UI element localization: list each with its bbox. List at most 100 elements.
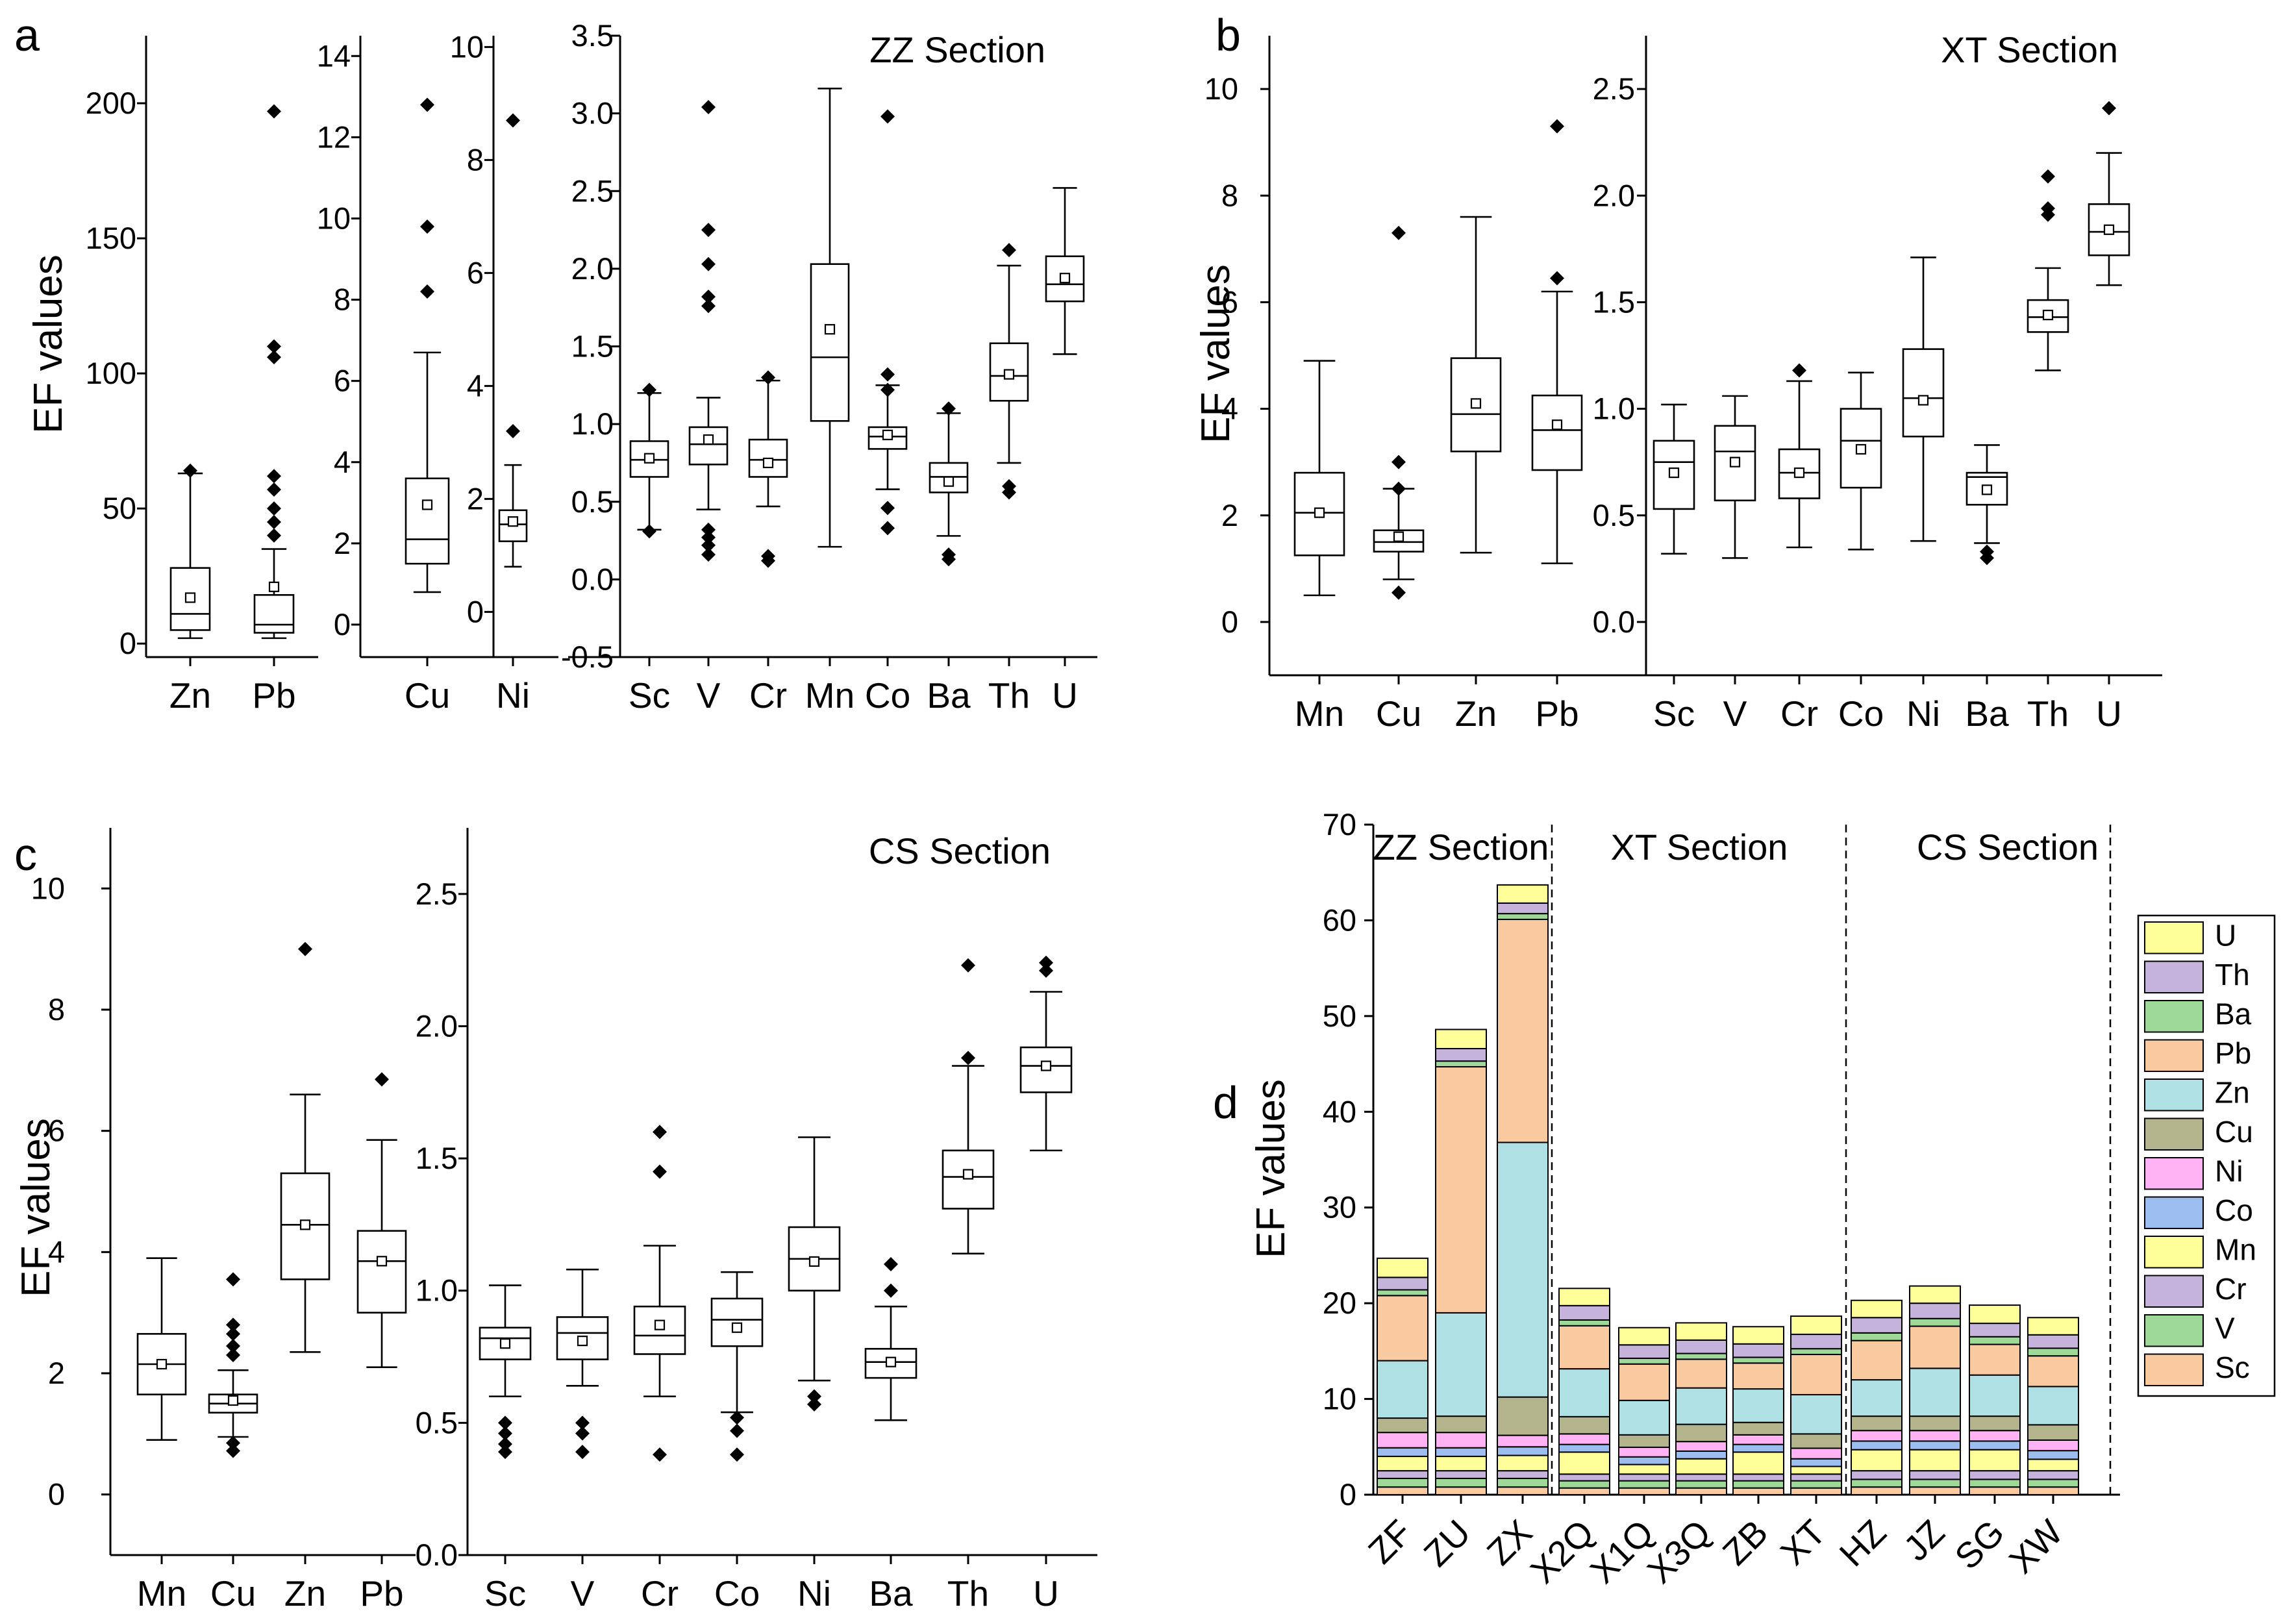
d-bar-segment-zb-v xyxy=(1732,1480,1784,1489)
d-bar-segment-zx-cr xyxy=(1497,1470,1549,1479)
b2-mean-marker xyxy=(1668,467,1680,479)
d-bar-segment-x2q-u xyxy=(1558,1288,1610,1306)
d-bar-segment-sg-cr xyxy=(1969,1470,2021,1480)
c2-outlier-point xyxy=(498,1436,512,1451)
b1-x-label-zn: Zn xyxy=(1455,693,1497,734)
d-bar-segment-x1q-cr xyxy=(1618,1473,1670,1482)
panel-a-section-title: ZZ Section xyxy=(869,29,1045,70)
a1-outlier-point xyxy=(267,339,281,354)
d-legend-label-mn: Mn xyxy=(2215,1233,2256,1267)
a2-y-tick-label: 10 xyxy=(317,201,351,235)
d-bar-segment-xw-cu xyxy=(2027,1424,2079,1441)
d-bar-segment-hz-u xyxy=(1851,1299,1903,1319)
d-legend-label-zn: Zn xyxy=(2215,1076,2250,1110)
c2-x-label-ni: Ni xyxy=(797,1573,831,1614)
d-bar-segment-hz-ni xyxy=(1851,1430,1903,1442)
b1-mean-marker xyxy=(1551,419,1563,430)
d-legend-swatch-zn xyxy=(2144,1078,2204,1112)
a3-y-tick-label: 4 xyxy=(467,368,484,403)
d-bar-segment-hz-zn xyxy=(1851,1379,1903,1417)
c2-box-v xyxy=(556,1316,609,1360)
b2-x-label-cr: Cr xyxy=(1780,693,1818,734)
c1-y-tick-label: 10 xyxy=(31,871,65,905)
a2-y-tick-label: 6 xyxy=(334,364,351,398)
a4-outlier-point xyxy=(1002,243,1016,258)
d-bar-segment-x3q-ba xyxy=(1675,1352,1727,1360)
d-legend-swatch-co xyxy=(2144,1196,2204,1229)
d-bar-segment-zx-ba xyxy=(1497,913,1549,920)
b1-outlier-point xyxy=(1391,481,1406,496)
c2-mean-marker xyxy=(808,1256,820,1267)
d-bar-segment-x3q-mn xyxy=(1675,1458,1727,1475)
d-bar-segment-x1q-ni xyxy=(1618,1447,1670,1458)
d-bar-segment-zu-sc xyxy=(1435,1486,1487,1496)
d-x-label-zf: ZF xyxy=(1360,1512,1419,1571)
b2-y-tick-label: 2.0 xyxy=(1593,178,1635,212)
d-bar-segment-zb-cu xyxy=(1732,1421,1784,1436)
b2-mean-marker xyxy=(1981,484,1993,495)
c2-outlier-point xyxy=(961,958,975,973)
a1-mean-marker xyxy=(268,581,280,592)
d-bar-segment-xt-co xyxy=(1790,1458,1842,1467)
a2-outlier-point xyxy=(420,97,434,112)
d-bar-segment-sg-sc xyxy=(1969,1486,2021,1496)
d-legend-swatch-v xyxy=(2144,1314,2204,1347)
a1-outlier-point xyxy=(267,104,281,119)
a4-outlier-point xyxy=(701,289,716,304)
d-x-label-x1q: X1Q xyxy=(1582,1512,1662,1591)
d-bar-segment-zb-pb xyxy=(1732,1362,1784,1390)
d-bar-segment-zx-zn xyxy=(1497,1141,1549,1398)
b2-mean-marker xyxy=(2042,310,2054,321)
c2-y-tick-label: 1.0 xyxy=(416,1273,458,1308)
b1-mean-marker xyxy=(1393,531,1404,542)
c2-outlier-point xyxy=(1039,955,1053,970)
c2-x-label-th: Th xyxy=(947,1573,989,1614)
a3-outlier-point xyxy=(506,113,520,128)
d-bar-segment-zu-cr xyxy=(1435,1470,1487,1479)
d-bar-segment-zf-ba xyxy=(1377,1289,1429,1297)
d-legend-label-cu: Cu xyxy=(2215,1115,2253,1149)
b1-y-tick-label: 0 xyxy=(1221,604,1238,639)
d-bar-segment-xw-u xyxy=(2027,1317,2079,1336)
d-y-tick-label: 30 xyxy=(1323,1190,1356,1225)
d-bar-segment-zb-co xyxy=(1732,1443,1784,1453)
d-bar-segment-x1q-mn xyxy=(1618,1464,1670,1475)
d-bar-segment-x3q-u xyxy=(1675,1322,1727,1341)
c1-outlier-point xyxy=(298,941,312,956)
b2-outlier-point xyxy=(1980,551,1994,566)
a4-mean-marker xyxy=(643,453,655,464)
c2-mean-marker xyxy=(577,1336,588,1347)
a4-mean-marker xyxy=(762,457,774,469)
d-bar-segment-xw-zn xyxy=(2027,1386,2079,1426)
c1-x-label-pb: Pb xyxy=(360,1573,403,1614)
d-bar-segment-hz-mn xyxy=(1851,1449,1903,1472)
a4-x-label-co: Co xyxy=(865,675,910,716)
d-bar-segment-hz-v xyxy=(1851,1478,1903,1488)
d-bar-segment-x2q-v xyxy=(1558,1480,1610,1489)
a3-x-label-ni: Ni xyxy=(496,675,530,716)
a4-outlier-point xyxy=(880,521,895,536)
b2-x-label-sc: Sc xyxy=(1653,693,1695,734)
d-bar-segment-jz-pb xyxy=(1909,1325,1961,1369)
d-bar-segment-zf-mn xyxy=(1377,1456,1429,1472)
b1-box-pb xyxy=(1531,394,1583,471)
d-bar-segment-zx-cu xyxy=(1497,1396,1549,1436)
d-bar-segment-hz-cu xyxy=(1851,1415,1903,1432)
a4-y-tick-label: 2.5 xyxy=(571,173,614,208)
d-bar-segment-xw-ni xyxy=(2027,1439,2079,1452)
b2-box-ni xyxy=(1902,348,1945,438)
d-section-title: CS Section xyxy=(1917,827,2099,867)
a4-y-tick-label: 0.5 xyxy=(571,484,614,519)
c2-outlier-point xyxy=(575,1445,590,1460)
a1-outlier-point xyxy=(267,501,281,516)
c1-mean-marker xyxy=(376,1256,388,1267)
d-bar-segment-zu-pb xyxy=(1435,1065,1487,1314)
d-bar-segment-xw-cr xyxy=(2027,1470,2079,1480)
d-bar-segment-zx-co xyxy=(1497,1446,1549,1456)
b2-y-tick-label: 1.0 xyxy=(1593,392,1635,426)
d-bar-segment-zf-v xyxy=(1377,1477,1429,1488)
panel-d-label: d xyxy=(1213,1077,1238,1128)
a1-y-tick-label: 50 xyxy=(103,491,136,525)
d-y-tick-label: 0 xyxy=(1340,1477,1356,1512)
d-bar-segment-zb-sc xyxy=(1732,1487,1784,1495)
